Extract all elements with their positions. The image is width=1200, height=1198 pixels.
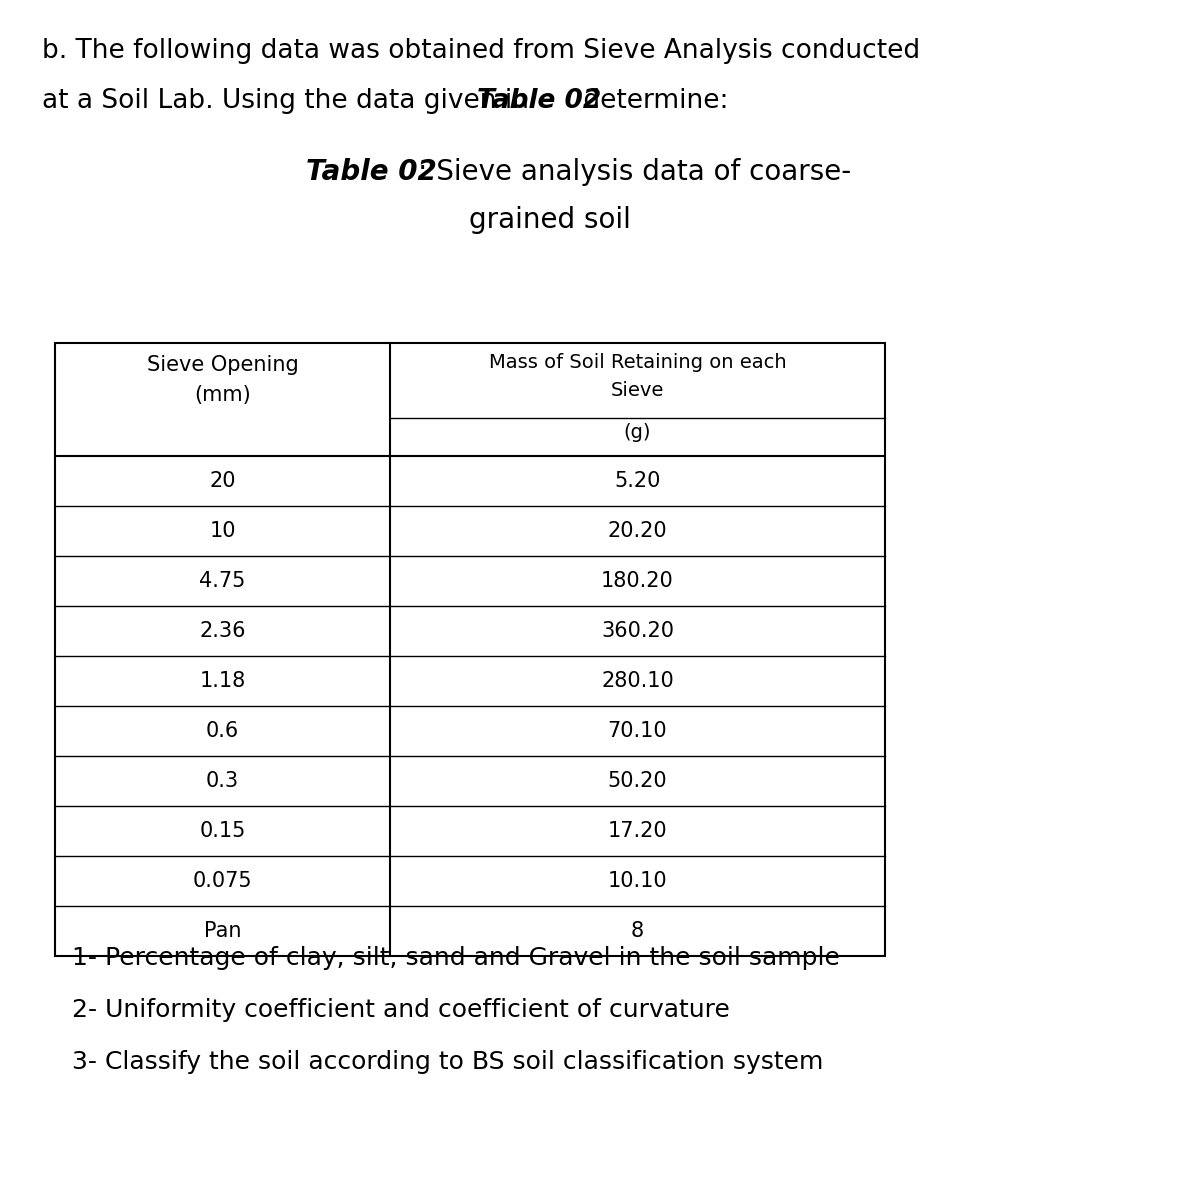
Text: 360.20: 360.20	[601, 621, 674, 641]
Text: at a Soil Lab. Using the data given in: at a Soil Lab. Using the data given in	[42, 87, 538, 114]
Text: Mass of Soil Retaining on each: Mass of Soil Retaining on each	[488, 353, 786, 373]
Text: 1- Percentage of clay, silt, sand and Gravel in the soil sample: 1- Percentage of clay, silt, sand and Gr…	[72, 946, 840, 970]
Text: Table 02: Table 02	[476, 87, 601, 114]
Text: 10: 10	[209, 521, 235, 541]
Text: 1.18: 1.18	[199, 671, 246, 691]
Text: Table 02: Table 02	[306, 158, 437, 186]
Text: 0.6: 0.6	[206, 721, 239, 742]
Text: determine:: determine:	[575, 87, 728, 114]
Text: 8: 8	[631, 921, 644, 940]
Text: 20.20: 20.20	[607, 521, 667, 541]
Text: 180.20: 180.20	[601, 571, 674, 591]
Text: 0.3: 0.3	[206, 772, 239, 791]
Text: 70.10: 70.10	[607, 721, 667, 742]
Text: 10.10: 10.10	[607, 871, 667, 891]
Text: 5.20: 5.20	[614, 471, 661, 491]
Text: 20: 20	[209, 471, 235, 491]
Text: 2.36: 2.36	[199, 621, 246, 641]
Text: 0.075: 0.075	[193, 871, 252, 891]
Text: (mm): (mm)	[194, 385, 251, 405]
Text: grained soil: grained soil	[469, 206, 631, 234]
Text: Sieve: Sieve	[611, 381, 664, 400]
Text: Sieve Opening: Sieve Opening	[146, 355, 299, 375]
Text: : Sieve analysis data of coarse-: : Sieve analysis data of coarse-	[418, 158, 851, 186]
Text: 17.20: 17.20	[607, 821, 667, 841]
Text: 50.20: 50.20	[607, 772, 667, 791]
Text: (g): (g)	[624, 423, 652, 442]
Text: 3- Classify the soil according to BS soil classification system: 3- Classify the soil according to BS soi…	[72, 1049, 823, 1073]
Text: 280.10: 280.10	[601, 671, 674, 691]
Text: b. The following data was obtained from Sieve Analysis conducted: b. The following data was obtained from …	[42, 38, 920, 63]
Text: 4.75: 4.75	[199, 571, 246, 591]
Text: Pan: Pan	[204, 921, 241, 940]
Bar	[55, 343, 884, 956]
Text: 2- Uniformity coefficient and coefficient of curvature: 2- Uniformity coefficient and coefficien…	[72, 998, 730, 1022]
Text: 0.15: 0.15	[199, 821, 246, 841]
